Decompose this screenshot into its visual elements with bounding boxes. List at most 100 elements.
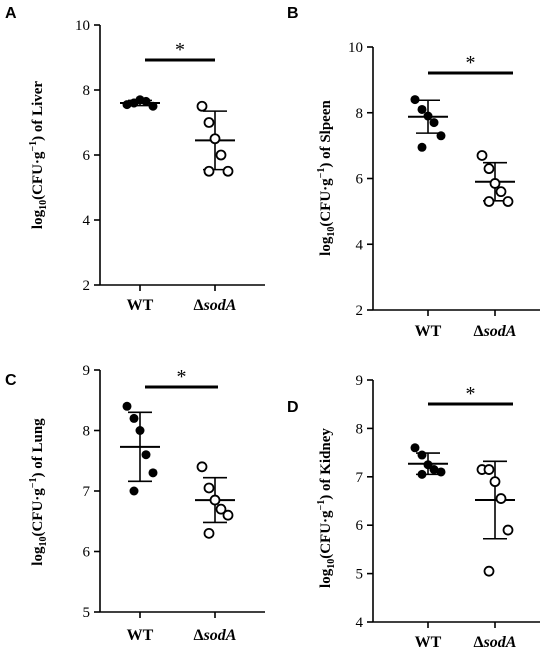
y-tick-label: 9 <box>83 363 91 379</box>
x-tick-label-gene: sodA <box>483 634 517 651</box>
y-tick-label: 8 <box>83 424 91 440</box>
data-point <box>196 461 208 473</box>
data-point <box>417 469 427 479</box>
data-point <box>410 95 420 105</box>
y-tick-label: 2 <box>83 278 91 294</box>
data-point <box>203 527 215 539</box>
data-point <box>502 524 514 536</box>
y-axis-title-mid: (CFU·g <box>30 151 46 200</box>
data-point <box>203 165 215 177</box>
y-tick-label: 9 <box>356 373 364 389</box>
y-axis-title-suffix: ) of Kidney <box>318 428 334 500</box>
data-point <box>483 196 495 207</box>
y-axis-title-sub: 10 <box>326 559 337 569</box>
y-tick-label: 8 <box>83 83 91 99</box>
data-point <box>436 131 446 141</box>
x-tick-label: WT <box>127 627 154 644</box>
y-tick-label: 10 <box>348 40 363 56</box>
data-point <box>417 104 427 114</box>
y-tick-label: 8 <box>356 106 364 122</box>
data-point <box>423 460 433 470</box>
significance-star: * <box>175 39 185 61</box>
data-point <box>495 186 507 198</box>
x-tick-label-delta: Δ <box>194 627 204 644</box>
data-point <box>215 503 227 515</box>
y-tick-label: 7 <box>356 470 364 486</box>
data-point <box>417 142 427 152</box>
data-point <box>129 413 139 423</box>
data-point <box>141 96 151 106</box>
y-axis-title-sub: 10 <box>38 537 49 547</box>
data-point <box>129 98 139 108</box>
y-axis-title-suffix: ) of Slpeen <box>318 99 334 167</box>
y-axis-title: log10(CFU·g−1) of Kidney <box>316 428 337 588</box>
y-axis-title-sup: −1 <box>316 168 327 179</box>
data-point <box>141 450 151 460</box>
data-point <box>203 482 215 494</box>
x-tick-label: ΔsodA <box>194 627 237 644</box>
data-point <box>502 196 514 207</box>
y-axis-title-mid: (CFU·g <box>318 178 334 227</box>
x-tick-label: ΔsodA <box>474 634 517 651</box>
significance-star: * <box>177 366 187 388</box>
data-point <box>122 100 132 110</box>
y-axis-title-suffix: ) of Lung <box>30 418 46 478</box>
data-point <box>423 111 433 121</box>
data-point <box>122 401 132 411</box>
data-point <box>495 493 507 504</box>
y-axis-title-log: log <box>30 546 46 566</box>
y-tick-label: 4 <box>83 213 91 229</box>
x-tick-label-delta: Δ <box>194 297 204 314</box>
data-point <box>489 476 501 488</box>
y-tick-label: 6 <box>356 172 364 188</box>
data-point <box>429 118 439 128</box>
y-tick-label: 6 <box>83 545 91 561</box>
data-point <box>148 468 158 478</box>
data-point <box>489 178 501 189</box>
data-point <box>129 486 139 496</box>
y-tick-label: 4 <box>356 237 364 253</box>
panel-label: B <box>287 5 299 22</box>
y-axis-title-sub: 10 <box>326 227 337 237</box>
data-point <box>436 467 446 477</box>
data-point <box>196 100 208 112</box>
x-tick-label: WT <box>127 297 154 314</box>
data-point <box>222 509 234 521</box>
y-tick-label: 2 <box>356 303 364 319</box>
panel-label: D <box>287 399 299 416</box>
y-tick-label: 10 <box>75 18 90 34</box>
y-tick-label: 8 <box>356 421 364 437</box>
y-axis-title-log: log <box>30 209 46 229</box>
significance-star: * <box>466 383 476 405</box>
y-axis-title-suffix: ) of Liver <box>30 81 46 141</box>
x-tick-label-delta: Δ <box>474 634 484 651</box>
y-axis-title-log: log <box>318 568 334 588</box>
x-tick-label: WT <box>415 323 442 340</box>
x-tick-label-gene: sodA <box>203 627 237 644</box>
y-axis-title-sup: −1 <box>28 477 39 488</box>
y-axis-title-sup: −1 <box>28 141 39 152</box>
data-point <box>476 150 488 161</box>
y-tick-label: 4 <box>356 615 364 631</box>
data-point <box>203 117 215 128</box>
data-point <box>215 149 227 161</box>
data-point <box>222 165 234 177</box>
y-axis-title-mid: (CFU·g <box>30 488 46 537</box>
y-tick-label: 5 <box>356 567 364 583</box>
x-tick-label-gene: sodA <box>483 323 517 340</box>
y-axis-title-sup: −1 <box>316 500 327 511</box>
x-tick-label-delta: Δ <box>474 323 484 340</box>
data-point <box>148 101 158 111</box>
data-point <box>483 163 495 175</box>
x-tick-label: ΔsodA <box>194 297 237 314</box>
y-axis-title: log10(CFU·g−1) of Liver <box>28 81 49 230</box>
y-tick-label: 6 <box>356 518 364 534</box>
data-point <box>209 133 221 145</box>
y-tick-label: 6 <box>83 148 91 164</box>
y-axis-title: log10(CFU·g−1) of Lung <box>28 418 49 566</box>
